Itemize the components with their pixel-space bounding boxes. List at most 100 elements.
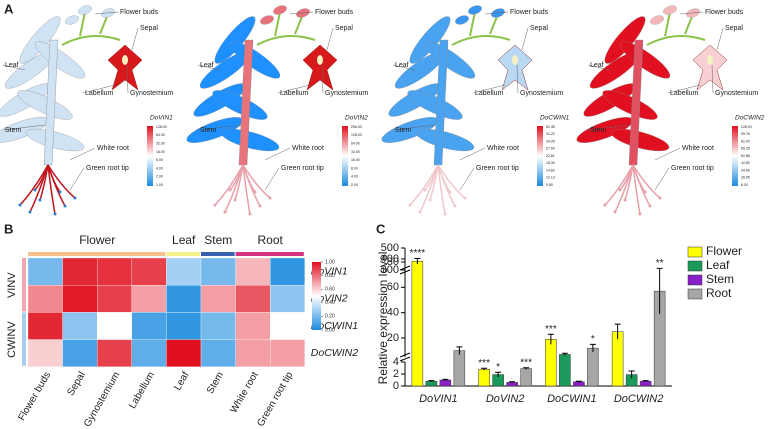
gynostemium xyxy=(707,55,713,65)
gene-name: DoCWIN1 xyxy=(540,115,570,122)
scale-label: 4.00 xyxy=(351,175,358,179)
column-group-label: Root xyxy=(258,233,284,247)
heatmap-cell xyxy=(62,285,98,313)
legend-swatch xyxy=(687,260,703,272)
heatmap-cell xyxy=(131,285,167,313)
leader-line xyxy=(654,147,681,161)
leader-line xyxy=(667,84,701,94)
scale-label: 99.76 xyxy=(741,132,750,136)
heatmap-cell xyxy=(62,339,98,367)
heatmap-cell xyxy=(200,339,236,367)
scale-label: 52.86 xyxy=(741,154,750,158)
row-group-label: VINV xyxy=(6,272,18,298)
legend-swatch xyxy=(687,288,703,300)
heatmap-cell xyxy=(270,257,305,286)
row-group-label: CWINV xyxy=(6,321,18,358)
leaf xyxy=(610,128,670,152)
row-group-bar xyxy=(22,312,26,366)
root xyxy=(242,164,256,193)
error-bar xyxy=(509,381,516,383)
bar xyxy=(611,331,624,387)
root-tip xyxy=(33,188,37,192)
diagram-label: Flower buds xyxy=(705,9,744,16)
scale-label: 51.38 xyxy=(546,125,555,129)
root xyxy=(437,164,466,199)
scale-label: 2.00 xyxy=(156,175,163,179)
heatmap-cell xyxy=(235,257,271,286)
root-tip xyxy=(268,196,272,200)
root-tip xyxy=(643,190,647,194)
x-tick-label: Gynostemium xyxy=(82,370,122,429)
heatmap-cell xyxy=(97,339,132,367)
root xyxy=(234,164,244,201)
bud xyxy=(260,15,274,25)
scale-label: 256.00 xyxy=(351,125,362,129)
leader-line xyxy=(472,84,506,94)
error-bar xyxy=(456,346,463,355)
leader-line xyxy=(197,124,241,131)
leaf xyxy=(25,128,85,152)
leader-line xyxy=(587,64,611,71)
heatmap-cell xyxy=(27,312,63,340)
heatmap-cell xyxy=(235,312,271,340)
scale-label: 14.83 xyxy=(546,168,555,172)
legend-label: Flower xyxy=(706,244,742,258)
heatmap-cell xyxy=(97,257,132,286)
scale-label: 32.00 xyxy=(351,150,360,154)
error-bar xyxy=(642,380,649,382)
scale-label: 64.00 xyxy=(351,141,360,145)
scale-label: 34.05 xyxy=(546,139,555,143)
root-tip xyxy=(253,190,257,194)
root xyxy=(47,164,61,193)
y-tick-label: DoCWIN1 xyxy=(311,320,358,332)
leader-line xyxy=(277,84,311,94)
scale-label: 81.00 xyxy=(741,139,750,143)
leader-line xyxy=(321,64,324,94)
column-group-bar xyxy=(235,252,304,256)
error-bar xyxy=(561,352,568,356)
bud xyxy=(78,5,92,15)
y-tick-label: 2 xyxy=(393,368,399,380)
diagram-label: Green root tip xyxy=(671,165,714,172)
scale-label: 128.00 xyxy=(351,133,362,137)
scale-label: 27.64 xyxy=(546,147,555,151)
x-tick-label: Stem xyxy=(205,370,226,396)
panel-label: C xyxy=(376,221,386,236)
row-group-bar xyxy=(22,258,26,312)
plant: Flower buds Sepal Leaf Labellum Gynostemium S… xyxy=(381,5,570,216)
y-tick-label: 40 xyxy=(387,307,399,319)
heatmap-cell xyxy=(166,312,202,340)
root-tip xyxy=(648,204,652,208)
scale-label: 8.00 xyxy=(351,166,358,170)
root-tip xyxy=(18,203,22,207)
x-tick-label: DoVIN1 xyxy=(419,393,458,405)
error-bar xyxy=(628,370,635,379)
root xyxy=(34,164,49,191)
y-axis-title: Relative expression level xyxy=(376,252,390,385)
heatmap-cell xyxy=(235,285,271,313)
diagram-label: Leaf xyxy=(200,62,214,69)
scale-label: 8.00 xyxy=(156,158,163,162)
leader-line xyxy=(2,124,46,131)
heatmap-cell xyxy=(270,312,305,340)
scale-label: 34.66 xyxy=(741,168,750,172)
bar xyxy=(411,260,424,387)
leader-line xyxy=(326,27,334,51)
scale-label: 28.05 xyxy=(741,176,750,180)
scale-label: 42.80 xyxy=(741,161,750,165)
y-tick-label: DoCWIN2 xyxy=(311,347,358,359)
y-tick-label: 400 xyxy=(381,253,399,265)
diagram-label: Sepal xyxy=(725,25,743,32)
colorbar-label: 0.00 xyxy=(325,327,335,333)
error-bar xyxy=(589,343,596,352)
root xyxy=(632,164,646,193)
significance: *** xyxy=(545,324,557,335)
heatmap-cell xyxy=(27,339,63,367)
y-tick-label: 20 xyxy=(387,332,399,344)
scale-label: 2.00 xyxy=(351,183,358,187)
root xyxy=(47,164,76,199)
scale-label: 1.00 xyxy=(156,183,163,187)
bar xyxy=(573,381,585,387)
scale-label: 128.00 xyxy=(156,125,167,129)
significance: ** xyxy=(656,258,664,269)
